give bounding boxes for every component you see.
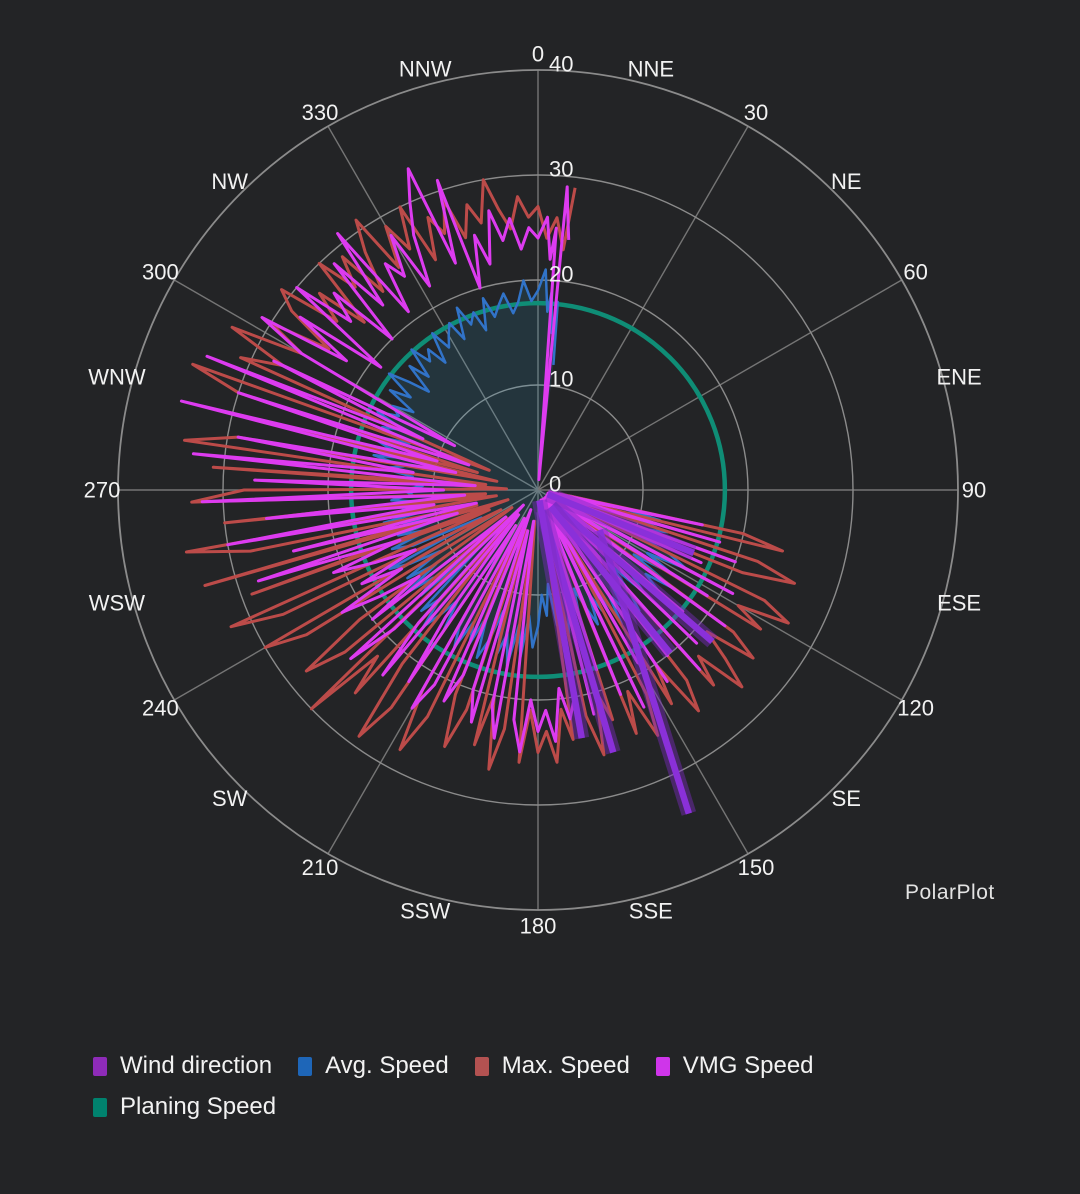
angular-axis-label: WSW: [89, 590, 145, 615]
angular-axis-label: 330: [302, 100, 339, 125]
angular-axis-label: 0: [532, 42, 544, 67]
radial-axis-label: 30: [549, 157, 573, 182]
angular-axis-label: 150: [738, 855, 775, 880]
legend-label: Max. Speed: [501, 1052, 630, 1079]
radial-axis-label: 10: [549, 367, 573, 392]
legend-swatch: [655, 1056, 670, 1076]
legend-item-wind-direction[interactable]: Wind direction: [93, 1052, 272, 1080]
angular-axis-label: ESE: [937, 590, 981, 615]
angular-axis-label: 300: [142, 260, 179, 285]
angular-axis-label: 240: [142, 696, 179, 721]
legend-swatch: [93, 1056, 107, 1076]
angular-axis-label: 120: [897, 696, 934, 721]
legend-label: Wind direction: [120, 1052, 273, 1079]
grid-circle: [117, 69, 959, 911]
max-speed-line: [183, 178, 796, 771]
wind-direction-line: [536, 499, 585, 739]
angular-axis-label: ENE: [936, 365, 981, 390]
angular-axis-label: 270: [84, 478, 121, 503]
plot-title: PolarPlot: [905, 881, 995, 904]
wind-direction-line: [539, 509, 617, 754]
angular-axis-label: NE: [831, 169, 862, 194]
angular-axis-label: 60: [903, 260, 927, 285]
legend-item-max-speed[interactable]: Max. Speed: [474, 1052, 630, 1080]
legend-item-planing-speed[interactable]: Planing Speed: [93, 1093, 276, 1121]
wind-direction-line: [596, 529, 692, 815]
angular-axis-label: 30: [744, 100, 768, 125]
angular-axis-label: 210: [302, 855, 339, 880]
legend-item-avg-speed[interactable]: Avg. Speed: [298, 1052, 449, 1080]
wind-direction-line: [551, 501, 715, 645]
legend-swatch: [474, 1056, 489, 1076]
legend-swatch: [298, 1056, 313, 1076]
angular-axis-label: WNW: [88, 365, 146, 390]
radial-axis-label: 0: [549, 472, 561, 497]
angular-axis-label: NNE: [628, 56, 674, 81]
radial-axis-label: 40: [549, 52, 573, 77]
vmg-speed-line: [179, 167, 737, 754]
legend-label: Planing Speed: [120, 1093, 277, 1120]
angular-axis-label: NNW: [399, 56, 452, 81]
grid-circle: [222, 174, 854, 806]
angular-axis-label: 180: [520, 914, 557, 939]
angular-axis-label: SSW: [400, 899, 450, 924]
wind-direction-line: [548, 504, 673, 656]
legend-label: Avg. Speed: [325, 1052, 449, 1079]
angular-axis-label: SE: [832, 786, 861, 811]
angular-axis-label: SSE: [629, 899, 673, 924]
angular-axis-label: NW: [211, 169, 248, 194]
legend-item-vmg-speed[interactable]: VMG Speed: [655, 1052, 814, 1080]
radial-axis-label: 20: [549, 262, 573, 287]
legend-label: VMG Speed: [682, 1052, 814, 1079]
angular-axis-label: 90: [962, 478, 986, 503]
wind-direction-line: [546, 491, 695, 556]
angular-axis-label: SW: [212, 786, 248, 811]
legend: Wind direction Avg. Speed Max. Speed VMG Sp…: [93, 1052, 933, 1121]
legend-swatch: [93, 1097, 107, 1117]
